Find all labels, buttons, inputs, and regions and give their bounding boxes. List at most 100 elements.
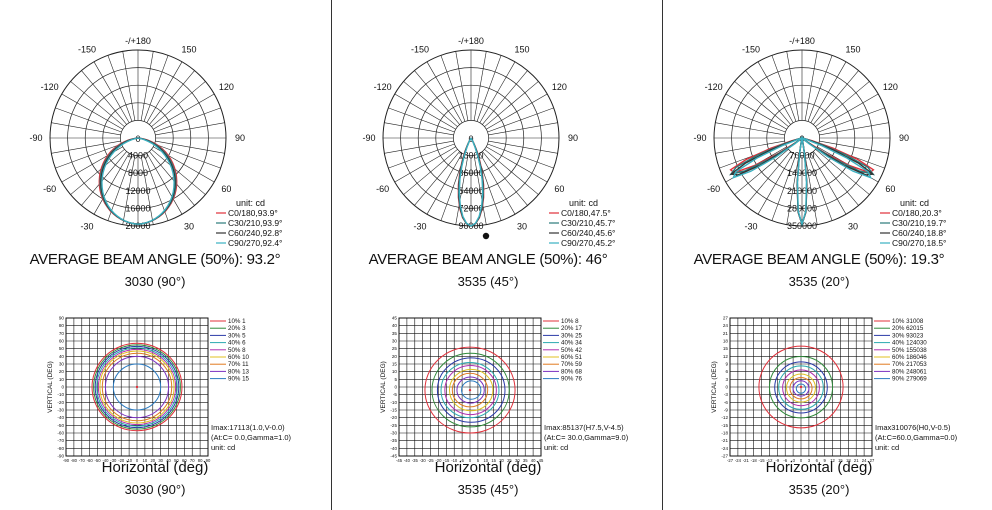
isolux-chart-3: -27 -24 -21 -18 -15 -12 -9 -6 -3 0 3 6 9 12 15 18 21 24 27… <box>711 316 958 464</box>
polar-series-curve <box>732 136 872 227</box>
isolux-x-tick: 12 <box>830 458 835 463</box>
isolux-x-tick: -60 <box>87 458 94 463</box>
polar-angle-label: 120 <box>883 82 898 92</box>
isolux-x-tick: 18 <box>846 458 851 463</box>
isolux-y-tick: -20 <box>390 415 397 420</box>
polar-angle-label: 30 <box>184 221 194 231</box>
isolux-legend-label: 30% 25 <box>561 332 583 339</box>
isolux-y-tick: 30 <box>392 339 398 344</box>
polar-legend-label: C60/240,18.8° <box>892 228 946 238</box>
polar-radial-tick: 20000 <box>125 221 150 231</box>
polar-spoke <box>146 61 183 123</box>
polar-spoke <box>384 122 454 136</box>
beam-angle-title-1: AVERAGE BEAM ANGLE (50%): 93.2° <box>29 251 281 268</box>
isolux-x-tick: 0 <box>469 458 472 463</box>
polar-radial-tick: 18000 <box>458 151 483 161</box>
polar-spoke <box>440 55 466 122</box>
isolux-x-tick: -15 <box>443 458 450 463</box>
isolux-x-tick: -12 <box>766 458 773 463</box>
polar-spoke <box>484 149 539 195</box>
polar-angle-label: 90 <box>568 133 578 143</box>
polar-spoke <box>810 61 847 123</box>
isolux-imax-location: (At:C= 30.0,Gamma=9.0) <box>544 433 629 442</box>
isolux-y-tick: -90 <box>57 454 64 459</box>
polar-angle-label: 60 <box>885 184 895 194</box>
isolux-peak-marker <box>468 388 472 392</box>
isolux-contour <box>789 376 813 400</box>
isolux-y-tick: -20 <box>57 400 64 405</box>
isolux-contour <box>786 373 816 403</box>
isolux-legend-label: 60% 10 <box>228 354 250 361</box>
isolux-imax-label: Imax:17113(1.0,V-0.0) <box>211 423 285 432</box>
polar-spoke <box>488 140 558 154</box>
isolux-peak-marker <box>799 385 803 389</box>
polar-spoke <box>455 155 469 225</box>
isolux-x-tick: 9 <box>823 458 826 463</box>
polar-spoke <box>771 55 797 122</box>
isolux-x-tick: -40 <box>102 458 109 463</box>
polar-legend-label: C0/180,20.3° <box>892 208 942 218</box>
isolux-contour <box>758 345 844 429</box>
isolux-y-axis-label: VERTICAL (DEG) <box>380 361 387 413</box>
isolux-contour <box>795 383 807 394</box>
isolux-x-tick: -30 <box>110 458 117 463</box>
isolux-x-tick: -24 <box>735 458 742 463</box>
isolux-y-tick: 60 <box>59 339 65 344</box>
polar-spoke <box>476 55 502 122</box>
polar-spoke <box>51 122 121 136</box>
polar-spoke <box>155 140 225 154</box>
isolux-y-tick: 6 <box>725 369 728 374</box>
polar-radial-tick: 36000 <box>458 168 483 178</box>
polar-spoke <box>81 70 127 125</box>
polar-spoke <box>810 153 847 215</box>
polar-angle-label: -120 <box>374 82 392 92</box>
isolux-x-tick: 50 <box>174 458 179 463</box>
isolux-y-tick: 15 <box>723 346 729 351</box>
isolux-contour <box>424 346 516 434</box>
panel-divider-1 <box>331 0 332 510</box>
isolux-x-tick: 30 <box>515 458 520 463</box>
isolux-contour <box>792 380 810 397</box>
polar-angle-label: -/+180 <box>125 36 151 46</box>
isolux-y-tick: 18 <box>723 339 729 344</box>
isolux-y-tick: 45 <box>392 316 398 321</box>
isolux-legend-label: 70% 59 <box>561 361 583 368</box>
isolux-y-tick: 9 <box>725 362 728 367</box>
isolux-y-tick: -45 <box>390 454 397 459</box>
isolux-x-tick: -90 <box>63 458 70 463</box>
polar-angle-label: -150 <box>411 45 429 55</box>
horizontal-axis-label-1: Horizontal (deg) <box>101 459 209 476</box>
isolux-x-tick: 60 <box>182 458 187 463</box>
polar-angle-label: -90 <box>693 133 706 143</box>
isolux-contour <box>104 355 170 419</box>
polar-legend-label: C0/180,93.9° <box>228 208 278 218</box>
isolux-legend-label: 30% 93023 <box>892 332 924 339</box>
polar-angle-label: -90 <box>29 133 42 143</box>
polar-spoke <box>153 93 215 130</box>
polar-angle-label: 120 <box>219 82 234 92</box>
polar-spoke <box>819 122 889 136</box>
isolux-peak-marker <box>135 385 139 389</box>
isolux-y-tick: 20 <box>59 369 65 374</box>
isolux-x-tick: 90 <box>206 458 211 463</box>
polar-marker-dot <box>482 232 490 240</box>
isolux-y-tick: -21 <box>721 438 728 443</box>
polar-spoke <box>486 146 548 183</box>
polar-angle-label: -30 <box>744 221 757 231</box>
isolux-x-tick: -18 <box>751 458 758 463</box>
isolux-y-tick: -80 <box>57 446 64 451</box>
polar-spoke <box>426 61 463 123</box>
isolux-x-tick: -20 <box>118 458 125 463</box>
isolux-x-tick: 0 <box>800 458 803 463</box>
polar-spoke <box>107 154 133 221</box>
polar-chart-3: -/+180-150 150-120 120-90 90-60 60-30 3007000… <box>693 36 946 248</box>
isolux-contour <box>101 352 173 422</box>
isolux-contour <box>768 356 834 419</box>
polar-spoke <box>154 143 221 169</box>
polar-spoke <box>394 146 456 183</box>
polar-spoke <box>817 93 879 130</box>
polar-spoke <box>807 154 833 221</box>
isolux-unit-label: unit: cd <box>211 443 235 452</box>
isolux-x-tick: 40 <box>166 458 171 463</box>
isolux-legend-label: 70% 217053 <box>892 361 927 368</box>
